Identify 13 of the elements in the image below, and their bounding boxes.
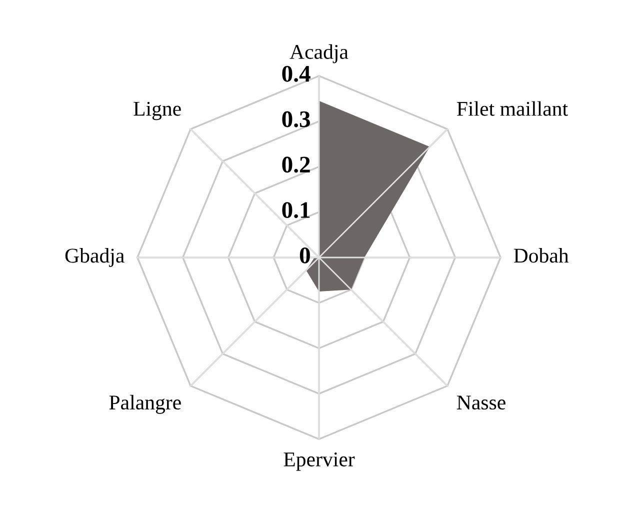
y-tick-label: 0.4 — [282, 66, 310, 82]
spoke-label: Acadja — [290, 44, 348, 64]
spoke-label: Palangre — [109, 394, 181, 414]
y-tick-label: 0.3 — [282, 111, 310, 128]
y-tick-label: 0 — [300, 247, 310, 264]
spoke-label: Ligne — [134, 102, 181, 120]
spoke-label: Epervier — [284, 452, 355, 471]
spoke-label: Dobah — [514, 248, 569, 263]
spoke-label: Filet maillant — [456, 101, 568, 116]
spoke-label: Gbadja — [65, 248, 124, 267]
y-tick-label: 0.1 — [282, 202, 310, 218]
spoke-label: Nasse — [456, 396, 506, 410]
y-tick-label: 0.2 — [282, 156, 310, 173]
